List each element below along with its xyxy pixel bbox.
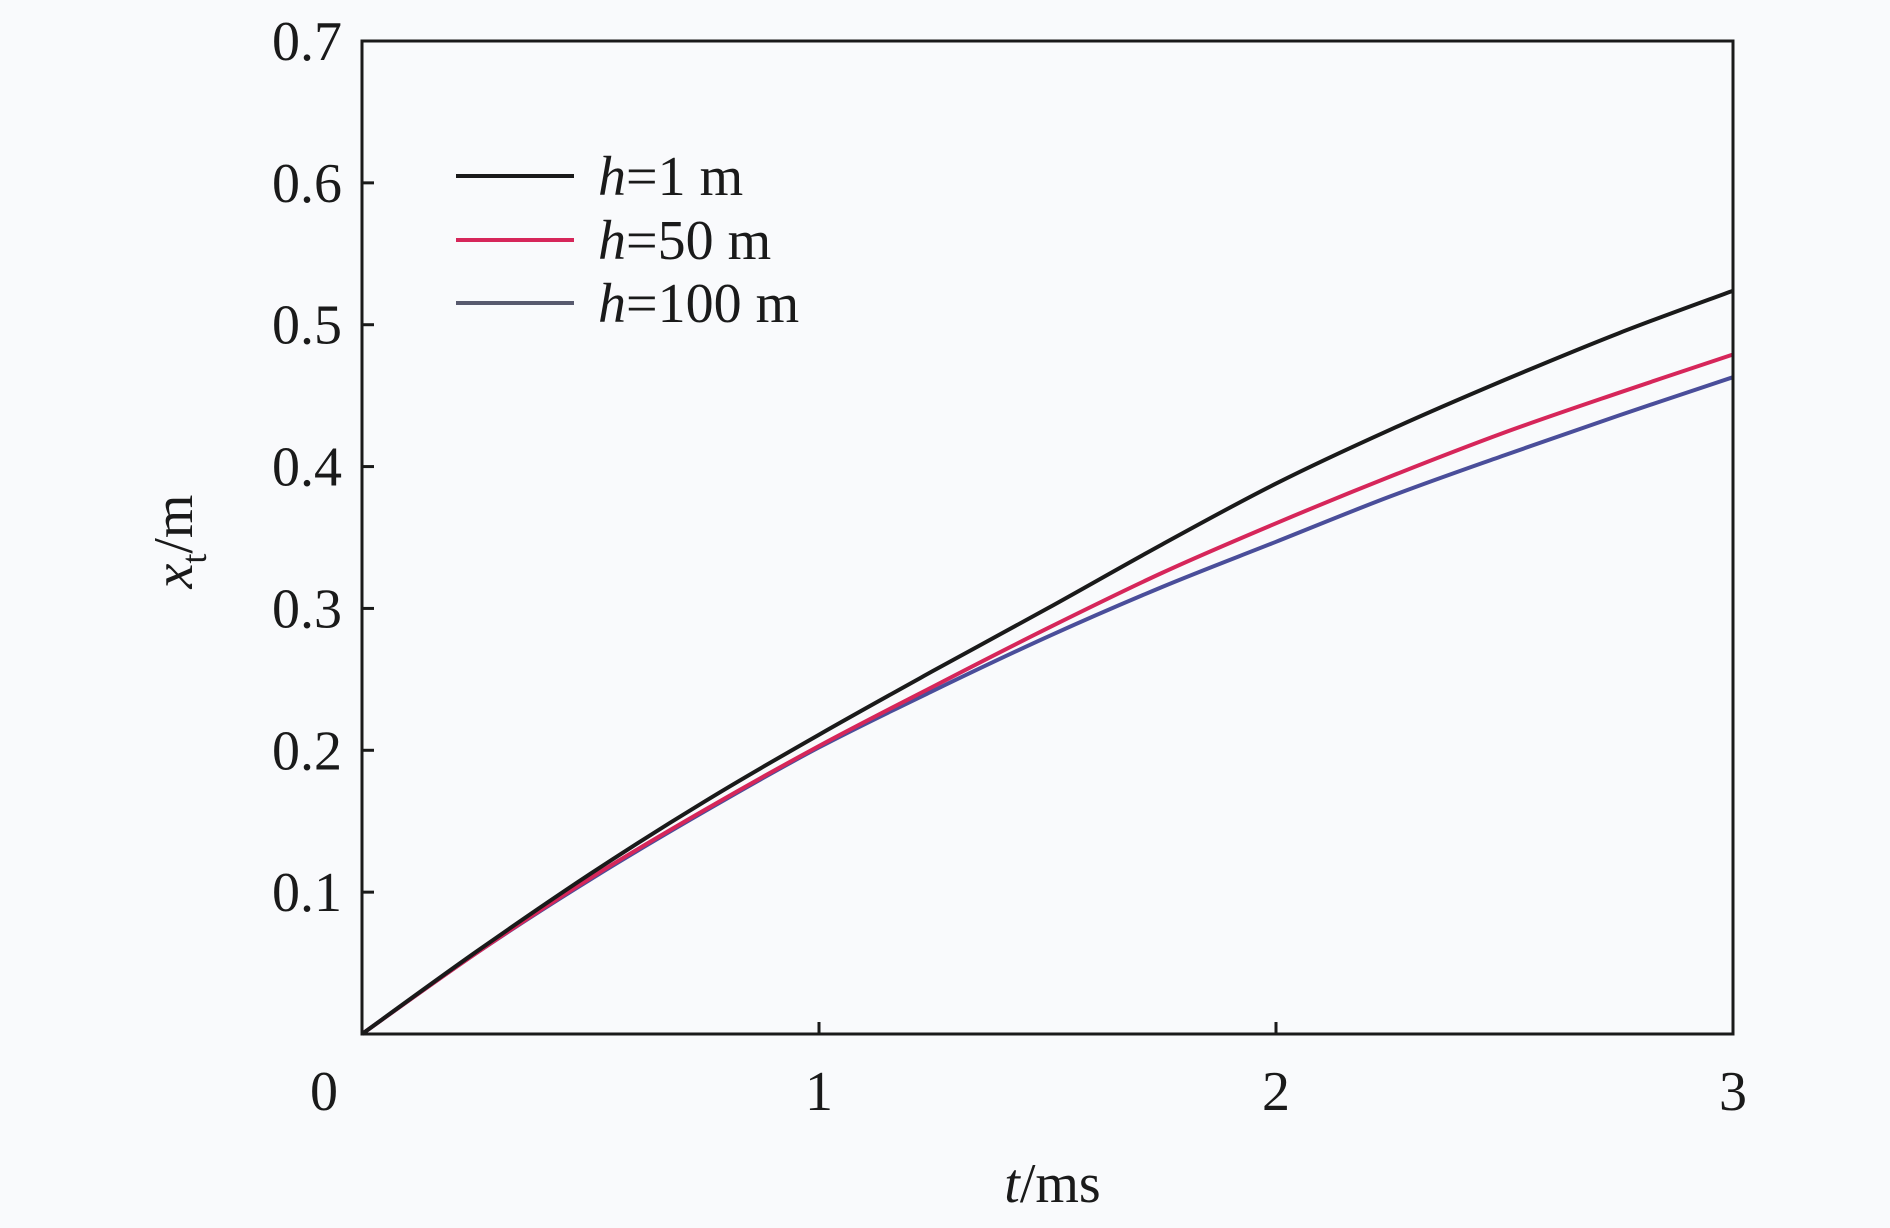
- legend-label: h=50 m: [598, 210, 771, 272]
- x-axis-title: t/ms: [1004, 1153, 1100, 1215]
- legend: h=1 m h=50 m h=100 m: [456, 146, 799, 335]
- legend-label: h=1 m: [598, 146, 743, 208]
- y-tick-label: 0.4: [272, 437, 342, 499]
- series-lines: [360, 288, 1734, 1036]
- y-axis-title: xt/m: [143, 495, 214, 590]
- x-tick-label: 2: [1262, 1061, 1290, 1123]
- y-tick-label: 0.6: [272, 153, 342, 215]
- legend-entry: h=1 m: [456, 146, 743, 208]
- series-line-0: [360, 288, 1734, 1036]
- y-tick-label: 0.5: [272, 295, 342, 357]
- x-tick-label: 3: [1719, 1061, 1747, 1123]
- axis-tick-labels: 0 1 2 3 0.1 0.2 0.3 0.4 0.5 0.6 0.7: [272, 11, 1747, 1123]
- y-tick-label: 0.1: [272, 862, 342, 924]
- series-line-1: [360, 352, 1734, 1036]
- legend-label: h=100 m: [598, 273, 799, 335]
- legend-entry: h=100 m: [456, 273, 799, 335]
- series-line-2: [360, 375, 1734, 1036]
- x-tick-label: 1: [805, 1061, 833, 1123]
- legend-entry: h=50 m: [456, 210, 771, 272]
- axis-ticks: [362, 181, 1278, 1034]
- y-tick-label: 0.7: [272, 11, 342, 73]
- y-tick-label: 0.2: [272, 720, 342, 782]
- y-tick-label: 0.3: [272, 578, 342, 640]
- x-tick-label: 0: [310, 1061, 338, 1123]
- plot-area-frame: [360, 39, 1735, 1036]
